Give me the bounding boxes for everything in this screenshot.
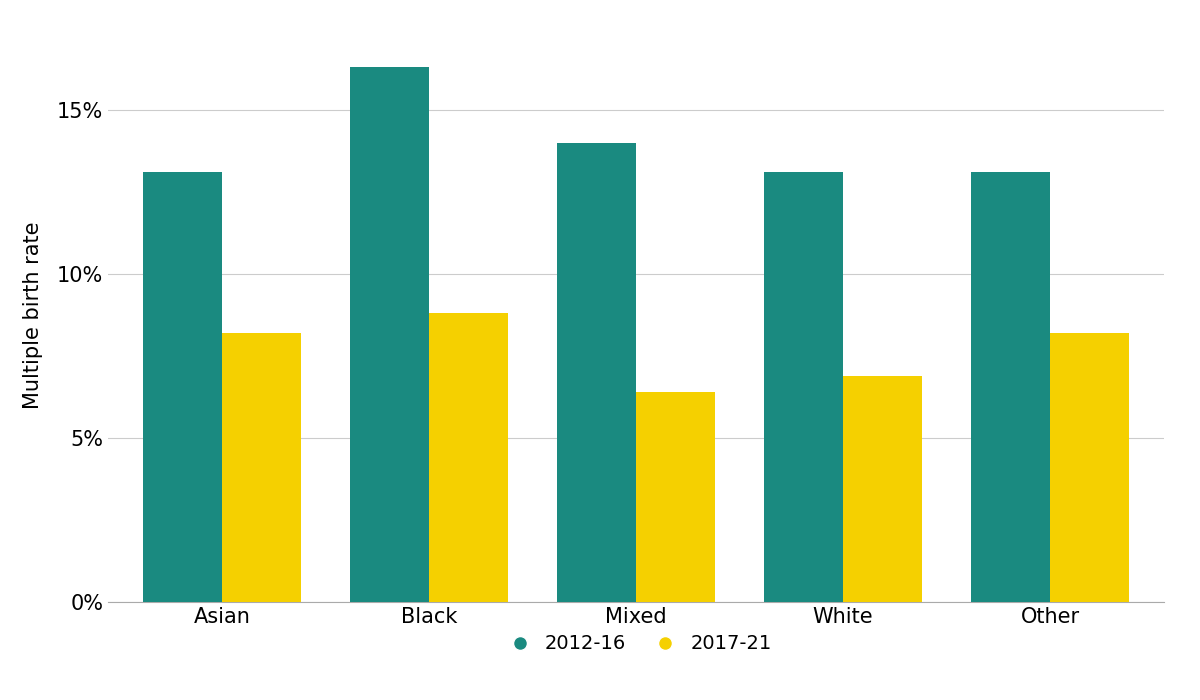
Legend: 2012-16, 2017-21: 2012-16, 2017-21 bbox=[492, 626, 780, 662]
Bar bbox=[428, 314, 508, 602]
Bar bbox=[764, 172, 844, 602]
Bar bbox=[636, 392, 715, 602]
Bar bbox=[844, 376, 922, 602]
Bar bbox=[1050, 333, 1129, 602]
Bar bbox=[350, 67, 428, 602]
Bar bbox=[972, 172, 1050, 602]
Y-axis label: Multiple birth rate: Multiple birth rate bbox=[23, 221, 43, 409]
Bar bbox=[557, 143, 636, 602]
Bar bbox=[222, 333, 300, 602]
Bar bbox=[143, 172, 222, 602]
